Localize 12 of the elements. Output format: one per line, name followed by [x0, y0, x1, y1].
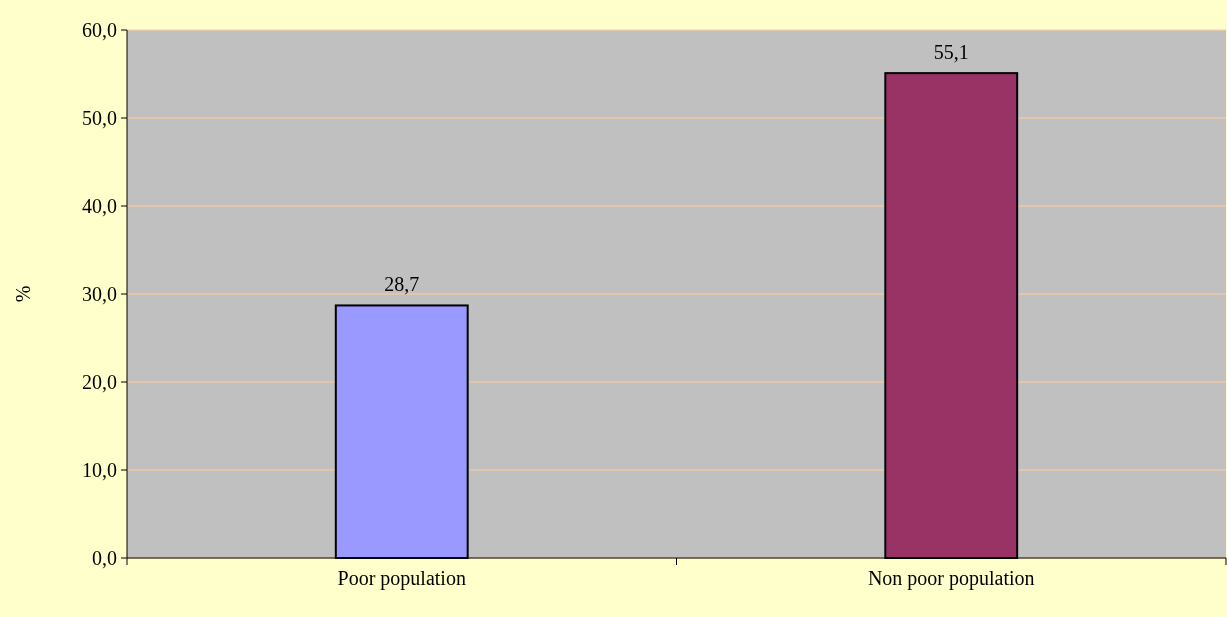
- x-tick-label: Non poor population: [867, 567, 1035, 590]
- y-tick-label: 0,0: [92, 547, 117, 569]
- y-tick-label: 20,0: [82, 371, 117, 393]
- y-tick-label: 30,0: [82, 283, 117, 305]
- y-tick-label: 60,0: [82, 19, 117, 41]
- x-tick-label: Poor population: [337, 567, 466, 590]
- y-tick-label: 50,0: [82, 107, 117, 129]
- y-tick-label: 10,0: [82, 459, 117, 481]
- y-axis-title: %: [12, 285, 34, 303]
- data-label: 28,7: [384, 273, 420, 296]
- data-label: 55,1: [933, 41, 969, 64]
- y-tick-label: 40,0: [82, 195, 117, 217]
